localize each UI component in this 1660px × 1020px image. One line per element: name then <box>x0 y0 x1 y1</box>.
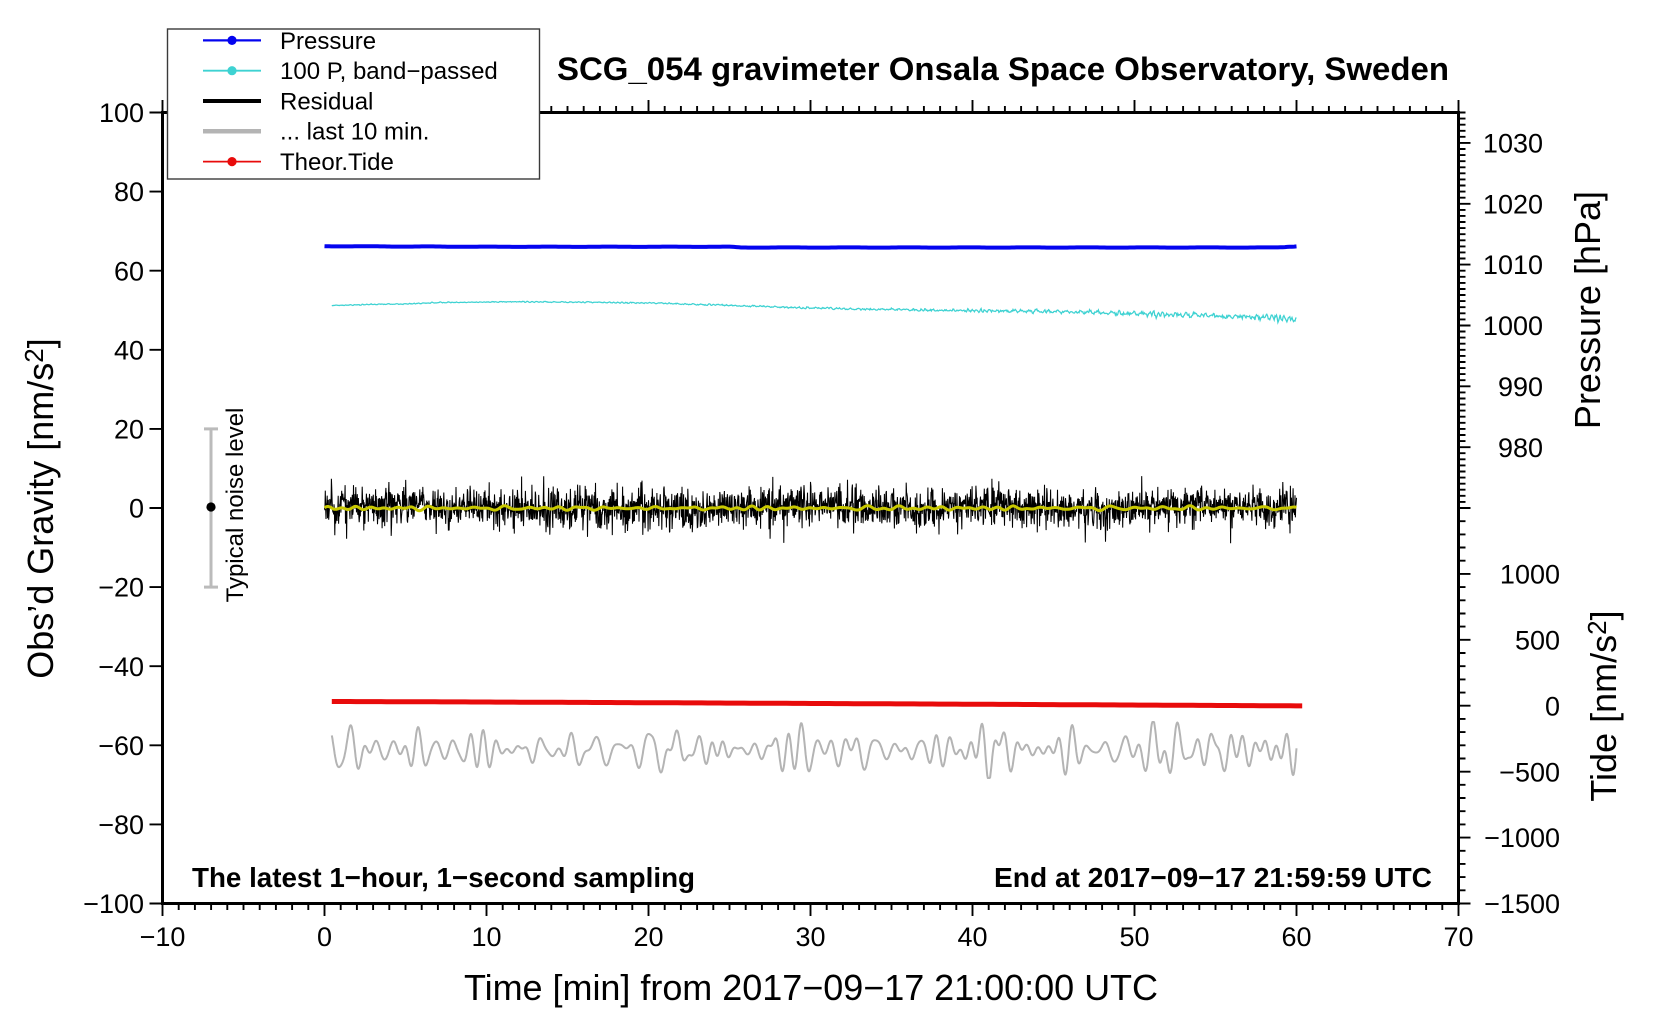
svg-text:50: 50 <box>1119 922 1149 952</box>
svg-text:1010: 1010 <box>1483 250 1543 280</box>
svg-text:0: 0 <box>1545 691 1560 721</box>
svg-text:−60: −60 <box>98 731 144 761</box>
svg-text:Pressure [hPa]: Pressure [hPa] <box>1567 191 1608 429</box>
svg-text:End at 2017−09−17 21:59:59 UTC: End at 2017−09−17 21:59:59 UTC <box>994 862 1432 893</box>
svg-text:Pressure: Pressure <box>280 28 376 55</box>
svg-text:−1500: −1500 <box>1484 889 1560 919</box>
svg-text:Theor.Tide: Theor.Tide <box>280 149 394 176</box>
svg-text:Tide [nm/s2]: Tide [nm/s2] <box>1582 610 1624 801</box>
svg-text:70: 70 <box>1443 922 1473 952</box>
svg-text:... last 10 min.: ... last 10 min. <box>280 119 429 146</box>
svg-text:SCG_054 gravimeter Onsala Spac: SCG_054 gravimeter Onsala Space Observat… <box>557 51 1449 87</box>
svg-text:1000: 1000 <box>1500 560 1560 590</box>
svg-text:1000: 1000 <box>1483 311 1543 341</box>
svg-text:−80: −80 <box>98 810 144 840</box>
svg-text:60: 60 <box>114 256 144 286</box>
svg-text:−100: −100 <box>83 889 144 919</box>
svg-text:−1000: −1000 <box>1484 823 1560 853</box>
svg-text:60: 60 <box>1281 922 1311 952</box>
svg-text:1030: 1030 <box>1483 129 1543 159</box>
svg-text:100 P, band−passed: 100 P, band−passed <box>280 58 498 85</box>
svg-text:10: 10 <box>471 922 501 952</box>
svg-text:−500: −500 <box>1499 757 1560 787</box>
svg-text:0: 0 <box>129 494 144 524</box>
svg-text:Time [min] from 2017−09−17 21:: Time [min] from 2017−09−17 21:00:00 UTC <box>464 967 1158 1008</box>
svg-text:40: 40 <box>114 335 144 365</box>
svg-text:0: 0 <box>317 922 332 952</box>
svg-text:Obs’d Gravity [nm/s2]: Obs’d Gravity [nm/s2] <box>19 338 61 679</box>
svg-text:−40: −40 <box>98 652 144 682</box>
svg-text:−20: −20 <box>98 573 144 603</box>
svg-text:20: 20 <box>633 922 663 952</box>
svg-text:980: 980 <box>1498 433 1543 463</box>
svg-text:Residual: Residual <box>280 88 373 115</box>
svg-text:The latest 1−hour, 1−second sa: The latest 1−hour, 1−second sampling <box>192 862 695 893</box>
svg-text:1020: 1020 <box>1483 189 1543 219</box>
svg-text:990: 990 <box>1498 372 1543 402</box>
svg-text:100: 100 <box>99 98 144 128</box>
svg-text:80: 80 <box>114 177 144 207</box>
svg-text:Typical noise level: Typical noise level <box>222 408 249 603</box>
svg-text:30: 30 <box>795 922 825 952</box>
svg-text:20: 20 <box>114 415 144 445</box>
svg-text:40: 40 <box>957 922 987 952</box>
svg-text:500: 500 <box>1515 625 1560 655</box>
svg-text:−10: −10 <box>140 922 186 952</box>
